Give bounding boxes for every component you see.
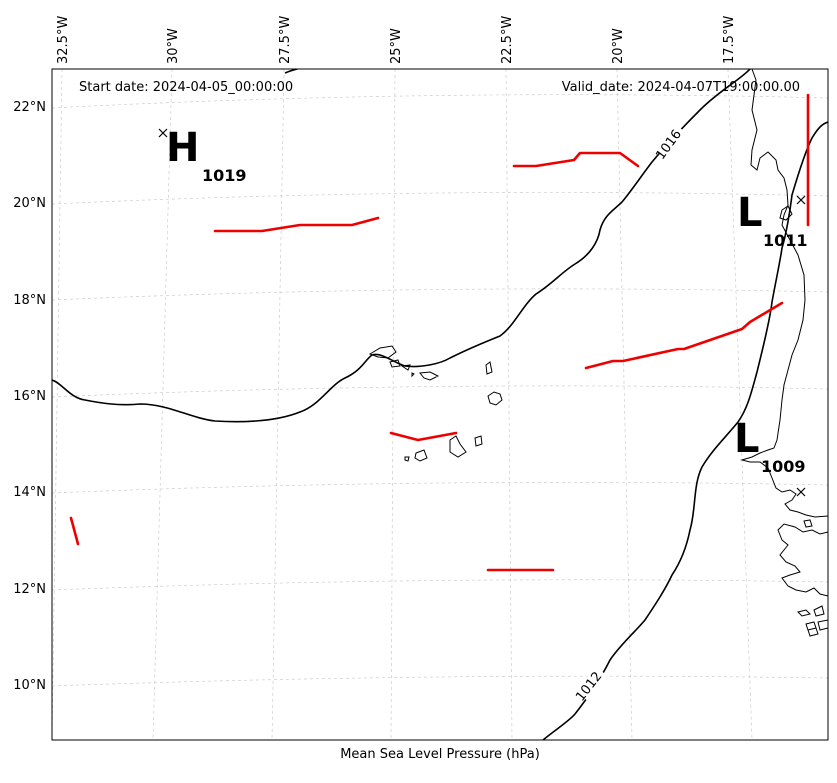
low-center-letter: L	[737, 190, 763, 236]
map-frame	[51, 68, 829, 741]
cape-verde-islands	[368, 345, 503, 462]
parallel-line	[52, 192, 828, 205]
trough-lines	[69, 93, 810, 572]
parallel-line	[52, 288, 828, 301]
isobar-labels: 1016 1012	[573, 124, 688, 705]
africa-coast	[777, 523, 828, 597]
africa-coast	[740, 69, 828, 518]
lat-tick-label: 18°N	[13, 293, 46, 308]
trough-line	[512, 151, 640, 168]
meridian-line	[505, 69, 513, 740]
lon-tick-label: 17.5°W	[722, 16, 737, 64]
lon-tick-label: 20°W	[611, 28, 626, 64]
lon-tick-label: 30°W	[166, 28, 181, 64]
longitude-ticks: 32.5°W 30°W 27.5°W 25°W 22.5°W 20°W 17.5…	[56, 16, 737, 64]
bissagos-islands	[797, 605, 828, 637]
meridian-line	[390, 69, 396, 740]
meridian-line	[152, 69, 173, 740]
high-center-marker-icon	[158, 128, 168, 138]
high-center-value: 1019	[202, 166, 247, 185]
low-center-letter: L	[734, 416, 760, 462]
trough-line	[389, 431, 458, 442]
isobar-line-1016	[52, 69, 751, 423]
lat-tick-label: 20°N	[13, 196, 46, 211]
isobar-label-bg	[656, 124, 688, 160]
start-date-label: Start date: 2024-04-05_00:00:00	[79, 80, 293, 95]
center-markers	[158, 128, 806, 497]
meridian-line	[727, 69, 753, 740]
low-center-marker-icon	[796, 195, 806, 205]
parallel-line	[52, 385, 828, 398]
lon-tick-label: 25°W	[389, 28, 404, 64]
lat-tick-label: 16°N	[13, 389, 46, 404]
lon-tick-label: 27.5°W	[278, 16, 293, 64]
valid-date-label: Valid_date: 2024-04-07T19:00:00.00	[562, 80, 800, 95]
lat-tick-label: 14°N	[13, 485, 46, 500]
map-caption: Mean Sea Level Pressure (hPa)	[340, 747, 540, 762]
isobar-label-bg	[575, 666, 609, 702]
lat-tick-label: 12°N	[13, 582, 46, 597]
low-center-marker-icon	[796, 487, 806, 497]
parallel-line	[52, 675, 828, 687]
latitude-ticks: 22°N 20°N 18°N 16°N 14°N 12°N 10°N	[13, 100, 46, 693]
trough-line	[584, 301, 784, 370]
trough-line	[69, 516, 80, 546]
lon-tick-label: 22.5°W	[500, 16, 515, 64]
coastline	[368, 69, 828, 637]
low-center-value: 1009	[761, 457, 806, 476]
parallel-line	[52, 481, 828, 494]
lon-tick-label: 32.5°W	[56, 16, 71, 64]
parallel-line	[52, 579, 828, 591]
high-center-letter: H	[166, 125, 199, 171]
meridian-line	[616, 69, 633, 740]
meridian-line	[52, 69, 63, 740]
lat-tick-label: 10°N	[13, 678, 46, 693]
graticule	[52, 69, 828, 740]
isobar-line-1012	[542, 121, 828, 740]
meridian-line	[271, 69, 285, 740]
trough-line	[213, 216, 380, 233]
pressure-centers: H 1019 L 1011 L 1009	[166, 125, 808, 476]
lat-tick-label: 22°N	[13, 100, 46, 115]
parallel-line	[52, 94, 828, 109]
low-center-value: 1011	[763, 231, 808, 250]
coastal-inlet	[779, 205, 813, 528]
